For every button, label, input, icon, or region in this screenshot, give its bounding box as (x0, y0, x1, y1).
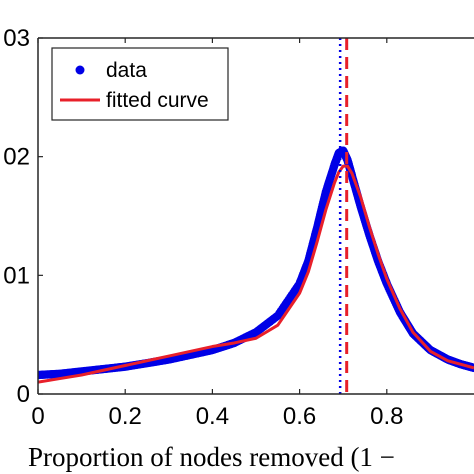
x-tick-label: 0.2 (109, 403, 142, 430)
x-tick-label: 0.6 (283, 403, 316, 430)
y-tick-label: 03 (3, 25, 30, 52)
axes: 0 0.2 0.4 0.6 0.8 0 01 02 03 (3, 25, 474, 430)
series-fitted-curve (38, 164, 474, 384)
x-tick-label: 0.4 (196, 403, 229, 430)
x-tick-label: 0.8 (370, 403, 403, 430)
legend-label: data (106, 59, 147, 82)
legend-marker-data (75, 65, 85, 75)
legend: data fitted curve (51, 47, 229, 121)
fitted-curve-line (38, 164, 474, 384)
y-tick-label: 01 (3, 262, 30, 289)
y-tick-label: 02 (3, 144, 30, 171)
x-tick-label: 0 (31, 403, 44, 430)
legend-label: fitted curve (106, 89, 209, 112)
y-tick-label: 0 (17, 381, 30, 408)
x-axis-label: Proportion of nodes removed (1 − (28, 442, 395, 472)
legend-box (51, 47, 229, 121)
reference-lines (338, 38, 349, 394)
plot-area (38, 146, 474, 384)
